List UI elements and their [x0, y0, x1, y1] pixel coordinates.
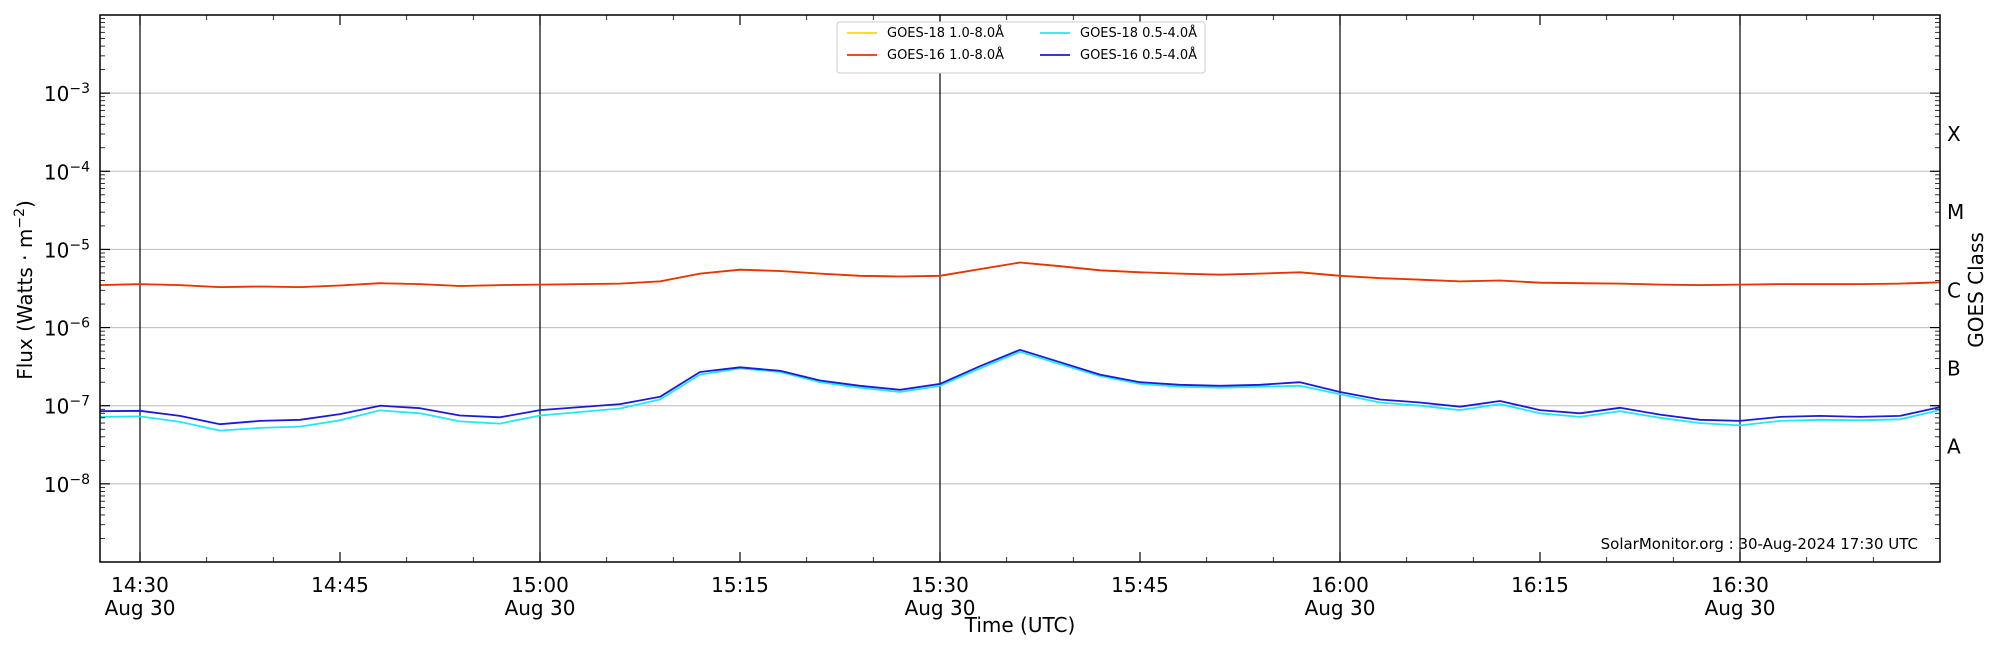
x-tick-label-2: 15:00 — [511, 573, 569, 597]
gridlines — [100, 92, 1940, 485]
legend-entry-3: GOES-16 0.5-4.0Å — [1080, 47, 1197, 63]
series-line-goes-18-0-5-4-0 — [99, 350, 1941, 432]
credit-text: SolarMonitor.org : 30-Aug-2024 17:30 UTC — [1601, 535, 1918, 553]
y-tick-label-4: 10−4 — [44, 159, 90, 184]
x-tick-date-6: Aug 30 — [1305, 596, 1376, 620]
x-axis-label: Time (UTC) — [964, 613, 1076, 637]
goes-class-labels: A B C M X — [1947, 122, 1964, 459]
legend: GOES-18 1.0-8.0Å GOES-16 1.0-8.0Å GOES-18 … — [836, 21, 1206, 74]
y-axis-ticks: 10−8 10−7 10−6 10−5 10−4 10−3 — [44, 18, 1940, 539]
y-tick-label-1: 10−7 — [44, 394, 90, 419]
x-tick-date-4: Aug 30 — [905, 596, 976, 620]
x-tick-label-3: 15:15 — [711, 573, 769, 597]
plot-frame — [99, 14, 1941, 563]
series-line-goes-16-0-5-4-0 — [99, 348, 1941, 426]
x-tick-label-0: 14:30 — [111, 573, 169, 597]
x-tick-date-8: Aug 30 — [1705, 596, 1776, 620]
legend-entry-0: GOES-18 1.0-8.0Å — [887, 25, 1004, 41]
goes-class-m: M — [1947, 200, 1964, 224]
x-tick-label-1: 14:45 — [311, 573, 369, 597]
goes-class-c: C — [1947, 278, 1961, 302]
legend-entry-2: GOES-18 0.5-4.0Å — [1080, 25, 1197, 41]
plot-background — [100, 15, 1940, 562]
y-tick-label-5: 10−3 — [44, 81, 90, 106]
x-tick-label-8: 16:30 — [1711, 573, 1769, 597]
x-tick-label-6: 16:00 — [1311, 573, 1369, 597]
x-tick-label-7: 16:15 — [1511, 573, 1569, 597]
x-tick-label-4: 15:30 — [911, 573, 969, 597]
x-tick-label-5: 15:45 — [1111, 573, 1169, 597]
y-tick-label-0: 10−8 — [44, 472, 90, 497]
series-lines — [99, 261, 1941, 432]
x-tick-date-2: Aug 30 — [505, 596, 576, 620]
goes-class-a: A — [1947, 435, 1961, 459]
x-tick-date-0: Aug 30 — [105, 596, 176, 620]
legend-box — [836, 21, 1206, 74]
y-axis-label: Flux (Watts · m−2) — [12, 200, 37, 380]
goes-class-b: B — [1947, 356, 1961, 380]
series-line-goes-16-1-0-8-0 — [99, 261, 1941, 289]
y-tick-label-3: 10−5 — [44, 237, 90, 262]
day-vertical-lines — [139, 15, 1741, 562]
y-tick-label-2: 10−6 — [44, 316, 90, 341]
legend-entry-1: GOES-16 1.0-8.0Å — [887, 47, 1004, 63]
goes-class-x: X — [1947, 122, 1961, 146]
goes-class-axis-label: GOES Class — [1964, 232, 1988, 348]
